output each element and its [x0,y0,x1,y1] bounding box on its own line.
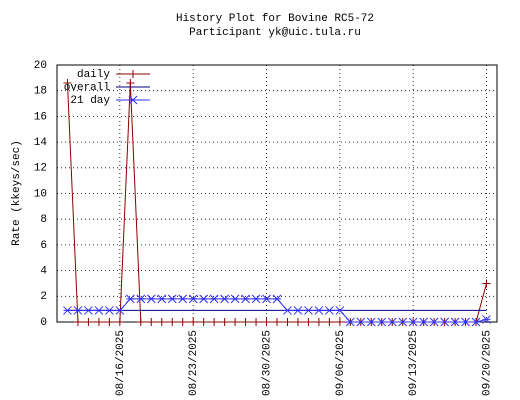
x-tick-label: 08/16/2025 [115,330,127,396]
data-marker [73,318,82,326]
x-tick-label: 08/23/2025 [188,330,200,396]
legend-marker [128,95,138,105]
data-marker [105,306,114,315]
data-marker [147,318,156,326]
data-marker [461,317,470,327]
data-marker [189,318,198,326]
data-marker [136,318,145,326]
data-marker [125,294,135,304]
chart-title: History Plot for Bovine RC5-72 [176,13,374,25]
legend-marker [129,70,137,78]
x-tick-label: 08/30/2025 [261,330,273,396]
x-tick-label: 09/20/2025 [481,330,493,396]
data-marker [482,279,491,288]
data-marker [377,317,387,327]
data-marker [210,318,219,326]
data-marker [471,317,481,327]
data-marker [230,294,240,304]
data-marker [157,294,167,304]
y-tick-label: 4 [40,266,47,278]
data-marker [366,317,376,327]
data-marker [73,306,83,315]
data-marker [136,294,146,304]
data-marker [262,318,271,326]
y-tick-label: 6 [40,240,47,252]
data-marker [126,78,135,87]
data-marker [440,317,449,327]
data-marker [314,306,324,315]
data-marker [220,318,229,326]
y-tick-label: 12 [34,163,47,175]
y-tick-label: 2 [40,291,47,303]
data-marker [241,318,250,326]
data-marker [168,318,177,326]
data-marker [209,294,219,304]
data-marker [293,306,303,315]
data-marker [115,306,125,315]
data-marker [241,294,250,304]
data-marker [105,318,114,326]
data-marker [335,318,344,326]
data-marker [273,318,281,326]
data-marker [115,318,124,326]
data-marker [220,294,229,304]
data-marker [283,318,292,326]
data-marker [450,317,460,327]
y-tick-label: 14 [34,137,48,149]
data-marker [356,317,366,327]
data-marker [262,294,271,304]
data-marker [94,306,104,315]
data-marker [178,294,188,304]
data-marker [293,318,302,326]
data-marker [419,317,429,327]
y-tick-label: 10 [34,188,47,200]
data-marker [178,318,187,326]
data-marker [325,318,334,326]
data-marker [199,294,209,304]
data-marker [408,317,418,327]
y-axis-label: Rate (kkeys/sec) [11,140,23,246]
data-marker [429,317,439,327]
y-tick-label: 18 [34,86,47,98]
series-line [66,82,488,323]
data-marker [146,294,156,304]
data-marker [482,315,491,324]
legend-label: overall [64,82,110,94]
data-marker [252,318,261,326]
data-marker [157,318,166,326]
data-marker [304,318,313,326]
data-marker [335,306,345,315]
data-marker [325,306,334,315]
y-tick-label: 16 [34,111,47,123]
data-marker [167,294,177,304]
data-marker [63,78,72,87]
y-tick-label: 0 [40,317,47,329]
legend-label: 21 day [70,95,110,107]
data-marker [63,306,72,315]
data-marker [84,306,93,315]
x-tick-label: 09/06/2025 [335,330,347,396]
data-marker [283,306,292,315]
y-tick-label: 20 [34,60,47,72]
data-marker [345,317,355,327]
data-marker [199,318,208,326]
data-marker [231,318,240,326]
y-tick-label: 8 [40,214,47,226]
legend-label: daily [77,69,110,81]
data-marker [272,294,282,304]
data-marker [398,317,408,327]
x-tick-label: 09/13/2025 [408,330,420,396]
data-marker [188,294,198,304]
data-marker [314,318,323,326]
chart-subtitle: Participant yk@uic.tula.ru [189,27,361,39]
data-marker [94,318,103,326]
data-marker [387,317,397,327]
data-marker [251,294,261,304]
data-marker [84,318,93,326]
data-marker [304,306,313,315]
